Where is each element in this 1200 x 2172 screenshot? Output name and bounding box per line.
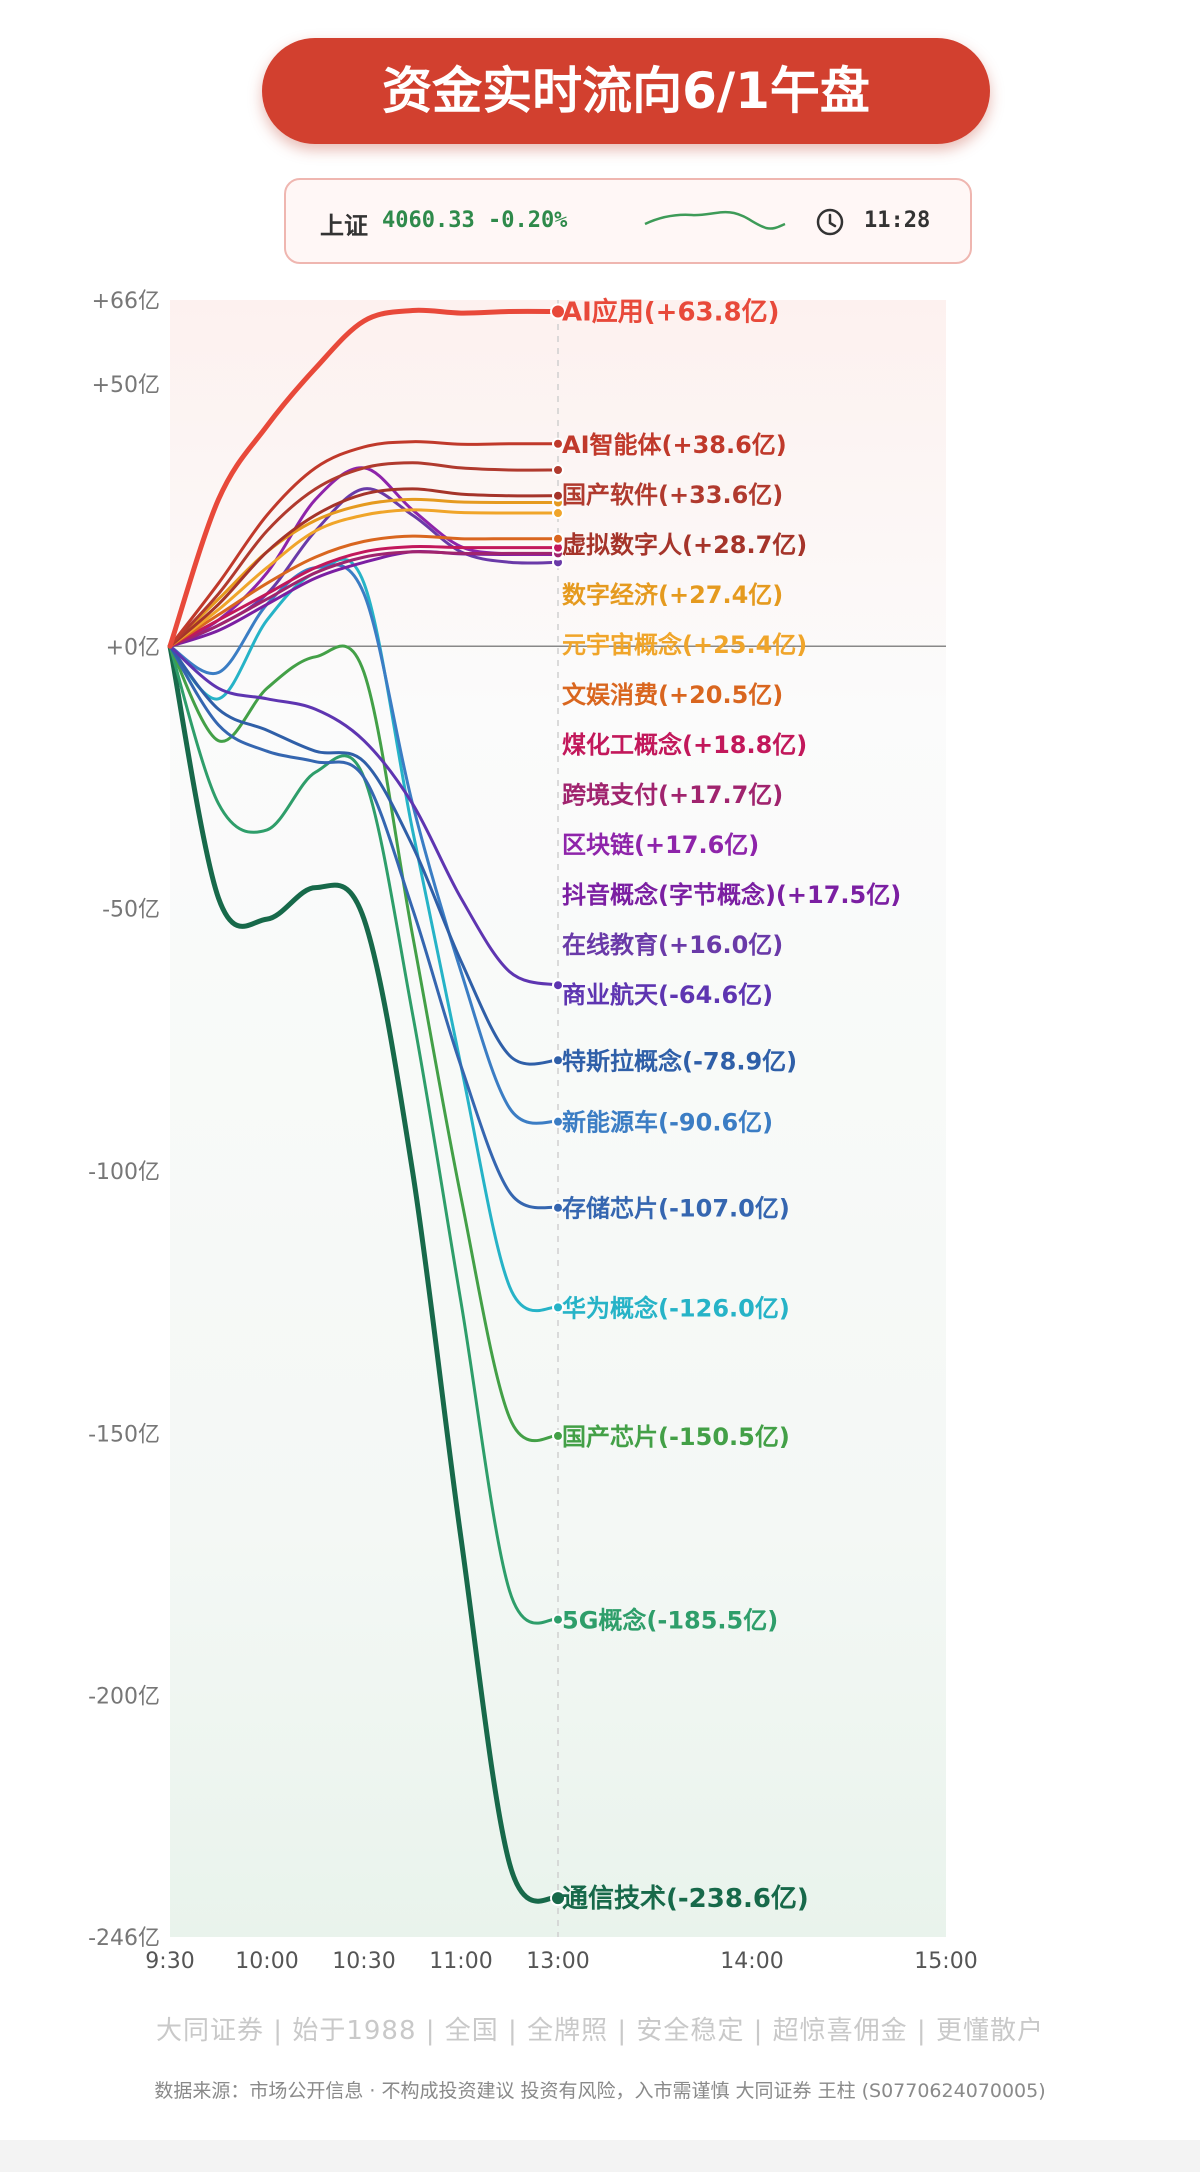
- series-label: 数字经济(+27.4亿): [562, 581, 783, 609]
- series-line: [168, 508, 560, 648]
- series-line: [168, 644, 560, 1066]
- y-tick-label: -50亿: [102, 898, 160, 923]
- series-label: 国产芯片(-150.5亿): [562, 1423, 790, 1451]
- series-endpoint: [552, 463, 564, 476]
- series-endpoint: [550, 1890, 566, 1907]
- series-endpoint: [552, 1613, 564, 1626]
- x-tick-label: 10:00: [235, 1949, 298, 1974]
- index-name: 上证: [320, 212, 368, 240]
- series-line: [168, 487, 560, 648]
- series-line: [168, 563, 560, 1125]
- x-tick-label: 9:30: [145, 1949, 194, 1974]
- series-label: AI智能体(+38.6亿): [562, 431, 787, 459]
- series-label: 新能源车(-90.6亿): [562, 1109, 773, 1137]
- series-line: [167, 643, 561, 1904]
- index-ticker: 上证 4060.33 -0.20% 11:28: [284, 178, 972, 264]
- series-endpoint: [552, 1301, 564, 1314]
- series-label: 5G概念(-185.5亿): [562, 1607, 778, 1635]
- series-label: 跨境支付(+17.7亿): [562, 781, 783, 809]
- y-tick-label: -200亿: [88, 1685, 160, 1710]
- y-tick-label: -246亿: [88, 1926, 160, 1951]
- series-label: 华为概念(-126.0亿): [562, 1294, 790, 1322]
- series-label: 元宇宙概念(+25.4亿): [562, 631, 807, 659]
- y-tick-label: +50亿: [92, 373, 160, 398]
- series-line: [168, 550, 560, 648]
- series-label: 国产软件(+33.6亿): [562, 481, 783, 509]
- ticker-time: 11:28: [864, 208, 931, 233]
- series-endpoint: [552, 437, 564, 450]
- y-tick-label: -150亿: [88, 1422, 160, 1447]
- series-endpoint: [552, 979, 564, 992]
- series-label: 虚拟数字人(+28.7亿): [562, 531, 807, 559]
- series-label: 存储芯片(-107.0亿): [562, 1195, 790, 1223]
- x-tick-label: 10:30: [332, 1949, 395, 1974]
- page-title: 资金实时流向6/1午盘: [262, 38, 990, 144]
- series-line: [167, 307, 561, 649]
- y-tick-label: +66亿: [92, 289, 160, 314]
- series-line: [168, 644, 560, 1625]
- series-line: [168, 440, 560, 648]
- series-label: 煤化工概念(+18.8亿): [562, 731, 807, 759]
- series-label: AI应用(+63.8亿): [562, 297, 780, 328]
- clock-icon: [816, 208, 844, 236]
- series-endpoint: [552, 1429, 564, 1442]
- x-tick-label: 11:00: [429, 1949, 492, 1974]
- series-label: 文娱消费(+20.5亿): [562, 681, 783, 709]
- series-label: 区块链(+17.6亿): [562, 831, 759, 859]
- footer-slogan: 大同证券 | 始于1988 | 全国 | 全牌照 | 安全稳定 | 超惊喜佣金 …: [156, 2016, 1044, 2046]
- series-label: 在线教育(+16.0亿): [562, 931, 783, 959]
- y-tick-label: -100亿: [88, 1160, 160, 1185]
- series-label: 特斯拉概念(-78.9亿): [562, 1047, 797, 1075]
- series-endpoint: [552, 489, 564, 502]
- y-tick-label: +0亿: [106, 635, 160, 660]
- index-value: 4060.33 -0.20%: [382, 208, 568, 233]
- x-tick-label: 13:00: [526, 1949, 589, 1974]
- series-endpoint: [552, 507, 564, 520]
- series-line: [168, 644, 560, 1210]
- sparkline-icon: [644, 210, 786, 230]
- series-endpoint: [552, 532, 564, 545]
- series-label: 商业航天(-64.6亿): [562, 981, 773, 1009]
- series-line: [168, 461, 560, 648]
- x-tick-label: 15:00: [914, 1949, 977, 1974]
- x-tick-label: 14:00: [720, 1949, 783, 1974]
- fund-flow-chart: AI应用(+63.8亿) AI智能体(+38.6亿) 国产软件(+33.6亿) 虚拟数…: [88, 289, 978, 1974]
- bottom-bar: [0, 2140, 1200, 2172]
- series-endpoint: [552, 1054, 564, 1067]
- series-endpoint: [550, 303, 566, 320]
- series-endpoint: [552, 1115, 564, 1128]
- series-line: [168, 544, 560, 648]
- series-line: [168, 497, 560, 648]
- series-label: 抖音概念(字节概念)(+17.5亿): [562, 881, 901, 909]
- series-label: 通信技术(-238.6亿): [562, 1884, 809, 1914]
- series-line: [168, 534, 560, 648]
- series-endpoint: [552, 1201, 564, 1214]
- series-line: [168, 644, 560, 987]
- footer-note: 数据来源：市场公开信息 · 不构成投资建议 投资有风险，入市需谨慎 大同证券 王…: [154, 2080, 1046, 2102]
